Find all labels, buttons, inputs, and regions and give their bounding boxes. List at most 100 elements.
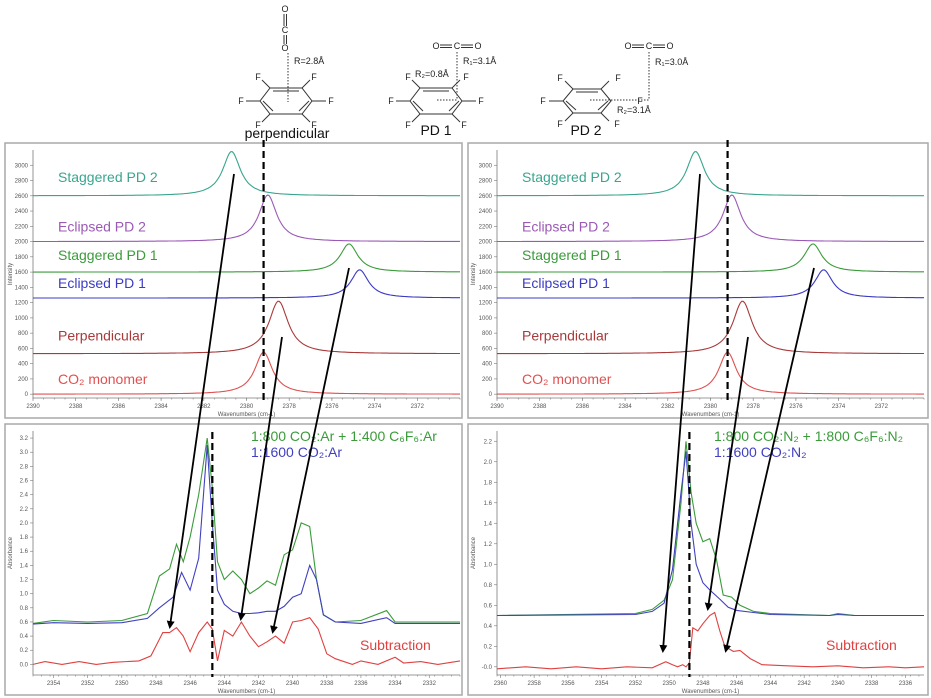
atom-f: F	[615, 73, 621, 83]
y-tick-label: 1.0	[484, 562, 493, 568]
y-tick-label: 2.2	[484, 439, 493, 445]
distance-label-r2: R₂=0.8Å	[415, 69, 449, 79]
x-tick-label: 2376	[325, 404, 339, 410]
y-tick-label: 1.0	[20, 592, 29, 598]
y-tick-label: 2.4	[20, 493, 29, 499]
x-tick-label: 2340	[286, 681, 300, 687]
x-tick-label: 2344	[218, 681, 232, 687]
atom-f: F	[311, 120, 317, 130]
series-label: Eclipsed PD 1	[522, 275, 610, 291]
x-tick-label: 2372	[875, 404, 889, 410]
series-line-perpendicular	[33, 300, 460, 355]
legend-entry: 1:1600 CO₂:Ar	[251, 444, 342, 460]
y-tick-label: 2400	[479, 209, 493, 215]
series-line-staggered-pd1	[497, 243, 924, 273]
x-tick-label: 2374	[832, 404, 846, 410]
y-tick-label: 0.8	[20, 606, 29, 612]
atom-f: F	[255, 120, 261, 130]
y-tick-label: 600	[18, 346, 29, 352]
y-tick-label: 1.6	[20, 549, 29, 555]
series-label: CO₂ monomer	[58, 371, 148, 387]
x-tick-label: 2382	[197, 404, 211, 410]
legend-entry: 1:800 CO₂:Ar + 1:400 C₆F₆:Ar	[251, 428, 437, 444]
legend-entry: 1:800 CO₂:N₂ + 1:800 C₆F₆:N₂	[714, 428, 903, 444]
x-tick-label: 2372	[411, 404, 425, 410]
x-tick-label: 2352	[629, 681, 643, 687]
bond	[262, 100, 274, 112]
structure-title: PD 2	[570, 122, 601, 138]
series-label: Perpendicular	[522, 328, 609, 344]
y-tick-label: 1600	[15, 270, 29, 276]
y-tick-label: 400	[482, 362, 493, 368]
x-tick-label: 2338	[320, 681, 334, 687]
bond	[301, 79, 311, 89]
x-tick-label: 2344	[764, 681, 778, 687]
y-tick-label: 2400	[15, 209, 29, 215]
atom-o-bottom: O	[281, 43, 288, 53]
y-tick-label: 2000	[479, 240, 493, 246]
structure-pd2: O C O R₁=3.0Å R₂=3.1Å F F F F F F PD 2	[540, 41, 688, 138]
atom-f: F	[637, 96, 643, 106]
arrow-staggered-pd1	[270, 267, 350, 634]
y-tick-label: 1600	[479, 270, 493, 276]
atom-f: F	[405, 120, 411, 130]
x-tick-label: 2354	[47, 681, 61, 687]
y-tick-label: 2600	[15, 194, 29, 200]
structure-perpendicular: O C O R=2.8Å F F F F F F perpendicular	[238, 4, 334, 141]
series-label: Staggered PD 1	[522, 247, 622, 263]
x-tick-label: 2376	[789, 404, 803, 410]
x-tick-label: 2346	[730, 681, 744, 687]
x-tick-label: 2380	[240, 404, 254, 410]
y-tick-label: -0.0	[482, 665, 493, 671]
atom-o: O	[666, 41, 673, 51]
y-tick-label: 2.0	[484, 460, 493, 466]
y-tick-label: 1800	[479, 255, 493, 261]
series-line-staggered-pd1	[33, 243, 460, 273]
y-tick-label: 1000	[479, 316, 493, 322]
arrow-staggered-pd2	[166, 173, 235, 629]
distance-label: R=2.8Å	[294, 56, 324, 66]
series-label: CO₂ monomer	[522, 371, 612, 387]
bond	[451, 79, 461, 89]
y-tick-label: 800	[482, 331, 493, 337]
bond	[597, 100, 609, 111]
x-axis-title: Wavenumbers (cm-1)	[682, 689, 739, 695]
atom-f: F	[614, 119, 620, 129]
atom-f: F	[540, 96, 546, 106]
y-tick-label: 400	[18, 362, 29, 368]
series-label: Staggered PD 1	[58, 247, 158, 263]
atom-f: F	[461, 120, 467, 130]
x-tick-label: 2384	[154, 404, 168, 410]
arrow-perpendicular	[237, 336, 283, 621]
bond	[261, 113, 271, 123]
bond	[411, 113, 421, 123]
legend-entry: 1:1600 CO₂:N₂	[714, 444, 807, 460]
series-label: Staggered PD 2	[58, 169, 158, 185]
atom-f: F	[311, 72, 317, 82]
y-tick-label: 1400	[15, 285, 29, 291]
y-tick-label: 2200	[479, 224, 493, 230]
y-tick-label: 3000	[479, 163, 493, 169]
bond	[451, 113, 461, 123]
y-tick-label: 600	[482, 346, 493, 352]
y-tick-label: 2000	[15, 240, 29, 246]
x-tick-label: 2348	[149, 681, 163, 687]
chart-frame	[4, 423, 463, 696]
bond	[600, 80, 610, 90]
x-tick-label: 2390	[490, 404, 504, 410]
x-tick-label: 2338	[865, 681, 879, 687]
x-tick-label: 2342	[797, 681, 811, 687]
y-tick-label: 1200	[479, 301, 493, 307]
subtraction-label: Subtraction	[360, 637, 431, 653]
series-line-eclipsed-pd1	[497, 269, 924, 299]
series-line-eclipsed-pd2	[33, 194, 460, 243]
x-tick-label: 2378	[747, 404, 761, 410]
bond	[564, 112, 574, 122]
x-tick-label: 2342	[252, 681, 266, 687]
series-label: Eclipsed PD 2	[522, 219, 610, 235]
series-line-staggered-pd2	[33, 151, 460, 197]
bond	[411, 79, 421, 89]
series-label: Eclipsed PD 1	[58, 275, 146, 291]
y-tick-label: 2.8	[20, 464, 29, 470]
